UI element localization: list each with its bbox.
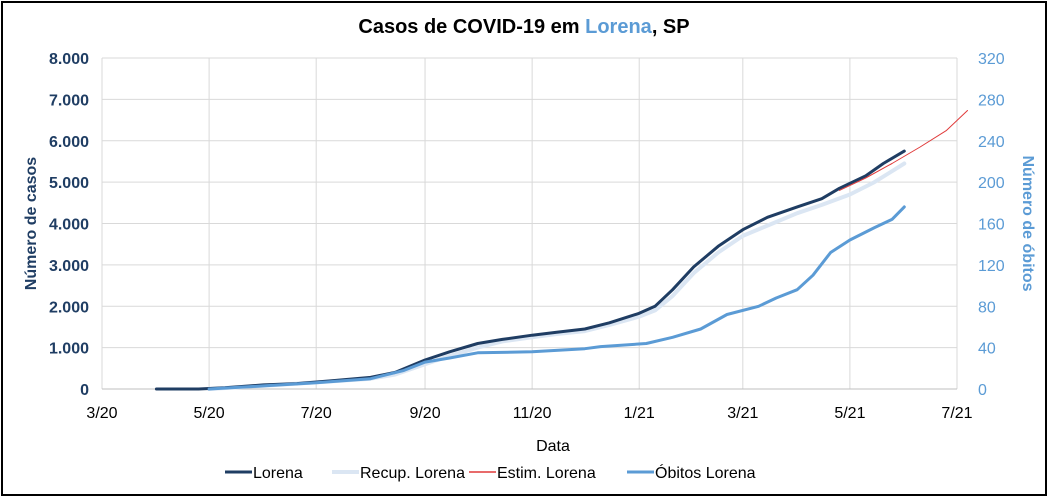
x-tick-label: 5/21: [834, 405, 865, 422]
x-tick-label: 11/20: [513, 405, 552, 422]
y-tick-label: 5.000: [49, 175, 89, 192]
legend-label: Óbitos Lorena: [655, 463, 756, 482]
chart-title-city: Lorena: [585, 16, 653, 38]
x-tick-label: 1/21: [624, 405, 655, 422]
y-axis-right: 0 40 80 120 160 200 240 280 320: [978, 51, 1005, 399]
y-tick-label: 6.000: [49, 134, 89, 151]
y-tick-label: 8.000: [49, 51, 89, 68]
x-tick-label: 9/20: [409, 405, 440, 422]
chart-title-before: Casos de COVID-19 em: [358, 16, 585, 38]
y2-tick-label: 200: [978, 175, 1005, 192]
covid-chart: Casos de COVID-19 em Lorena, SP 01.0002.…: [23, 16, 1036, 482]
y2-tick-label: 320: [978, 51, 1005, 68]
y-tick-label: 4.000: [49, 217, 89, 234]
y2-axis-title: Número de óbitos: [1019, 155, 1036, 291]
chart-title: Casos de COVID-19 em Lorena, SP: [358, 16, 689, 38]
series-line-3: [207, 205, 906, 391]
y2-tick-label: 40: [978, 341, 996, 358]
y-tick-label: 3.000: [49, 258, 89, 275]
legend-label: Estim. Lorena: [497, 465, 596, 482]
y2-tick-label: 0: [978, 382, 987, 399]
chart-title-after: , SP: [652, 16, 690, 38]
y-tick-label: 1.000: [49, 341, 89, 358]
y2-tick-label: 120: [978, 258, 1005, 275]
y2-tick-label: 160: [978, 217, 1005, 234]
legend-label: Lorena: [253, 465, 303, 482]
y2-tick-label: 80: [978, 299, 996, 316]
x-tick-label: 7/21: [941, 405, 972, 422]
series-line-1: [207, 161, 907, 391]
x-tick-label: 7/20: [301, 405, 332, 422]
series-lines: [154, 110, 968, 391]
y-axis-left: 0 1.000 2.000 3.000 4.000 5.000 6.000 7.000 8.00…: [49, 51, 89, 399]
x-axis: 3/20 5/20 7/20 9/20 11/20 1/21 3/21 5/21 7/21: [86, 405, 972, 422]
series-line-2: [838, 110, 968, 191]
legend-label: Recup. Lorena: [360, 465, 465, 482]
x-tick-label: 5/20: [194, 405, 225, 422]
x-axis-title: Data: [536, 438, 570, 455]
x-tick-label: 3/21: [727, 405, 758, 422]
y-axis-title: Número de casos: [23, 157, 40, 290]
y2-tick-label: 240: [978, 134, 1005, 151]
y2-tick-label: 280: [978, 92, 1005, 109]
y-tick-label: 2.000: [49, 299, 89, 316]
legend: Lorena Recup. Lorena Estim. Lorena Óbitos L…: [225, 463, 756, 482]
y-tick-label: 7.000: [49, 92, 89, 109]
x-tick-label: 3/20: [86, 405, 117, 422]
y-tick-label: 0: [80, 382, 89, 399]
